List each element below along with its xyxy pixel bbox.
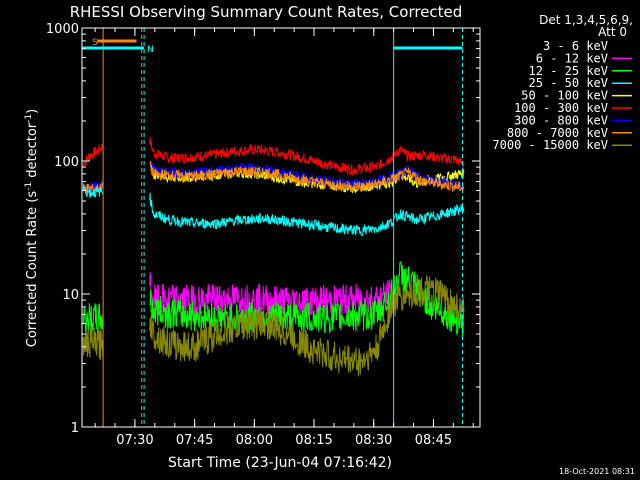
x-tick-label-3: 08:15 <box>295 433 332 448</box>
y-tick-label-1: 10 <box>62 288 79 303</box>
series-25-50-kev <box>82 186 465 237</box>
x-axis-label: Start Time (23-Jun-04 07:16:42) <box>168 455 392 471</box>
y-axis-label-end: ) <box>25 109 40 114</box>
legend-label-4: 50 - 100 keV <box>521 89 608 103</box>
y-axis-label-sup2: -1 <box>24 114 34 123</box>
y-tick-label-2: 100 <box>54 155 79 170</box>
ticks-layer: 07:30 07:45 08:00 08:15 08:30 08:45 1 10 100 1000 <box>46 22 480 448</box>
legend-label-1: 6 - 12 keV <box>536 51 608 65</box>
x-tick-label-4: 08:30 <box>355 433 392 448</box>
y-tick-label-3: 1000 <box>46 22 79 37</box>
legend-label-5: 100 - 300 keV <box>514 101 608 115</box>
footer-date: 18-Oct-2021 08:31 <box>559 467 635 476</box>
series-100-300-kev-segment-1 <box>149 136 465 176</box>
flag-label-s: S <box>92 38 98 48</box>
series-7000-15000-kev <box>82 275 465 377</box>
flag-label-n: N <box>147 45 154 55</box>
y-axis-label-mid: detector <box>25 122 40 182</box>
legend-label-2: 12 - 25 keV <box>529 64 608 78</box>
chart-title: RHESSI Observing Summary Count Rates, Co… <box>70 3 463 21</box>
legend-header-detectors: Det 1,3,4,5,6,9, <box>539 13 633 27</box>
y-axis-label-main: Corrected Count Rate (s <box>25 191 40 348</box>
legend-label-8: 7000 - 15000 keV <box>492 138 608 152</box>
series-800-7000-kev-segment-1 <box>149 161 465 193</box>
plot-frame <box>81 27 481 428</box>
x-tick-label-5: 08:45 <box>415 433 452 448</box>
legend-label-3: 25 - 50 keV <box>529 76 608 90</box>
data-layer <box>82 136 465 429</box>
series-7000-15000-kev-segment-1 <box>149 275 465 377</box>
y-tick-label-0: 1 <box>71 421 79 436</box>
series-3-6-kev-segment-0 <box>153 313 409 429</box>
series-12-25-kev-segment-1 <box>149 260 465 337</box>
series-12-25-kev-segment-0 <box>82 303 104 335</box>
x-tick-label-0: 07:30 <box>116 433 153 448</box>
series-25-50-kev-segment-0 <box>82 186 104 199</box>
legend-label-0: 3 - 6 keV <box>543 39 608 53</box>
legend-header-attenuator: Att 0 <box>598 25 627 39</box>
series-3-6-kev <box>153 313 409 429</box>
series-100-300-kev-segment-0 <box>82 144 104 168</box>
series-12-25-kev <box>82 260 465 337</box>
legend-label-6: 300 - 800 keV <box>514 113 608 127</box>
legend-label-7: 800 - 7000 keV <box>507 126 608 140</box>
series-100-300-kev <box>82 136 465 176</box>
series-25-50-kev-segment-1 <box>149 192 465 237</box>
flags-layer: SN <box>82 38 463 55</box>
series-7000-15000-kev-segment-0 <box>82 327 104 360</box>
x-tick-label-1: 07:45 <box>176 433 213 448</box>
y-axis-label: Corrected Count Rate (s-1 detector-1) <box>24 109 40 347</box>
y-axis-label-sup1: -1 <box>24 182 34 191</box>
x-tick-label-2: 08:00 <box>236 433 273 448</box>
